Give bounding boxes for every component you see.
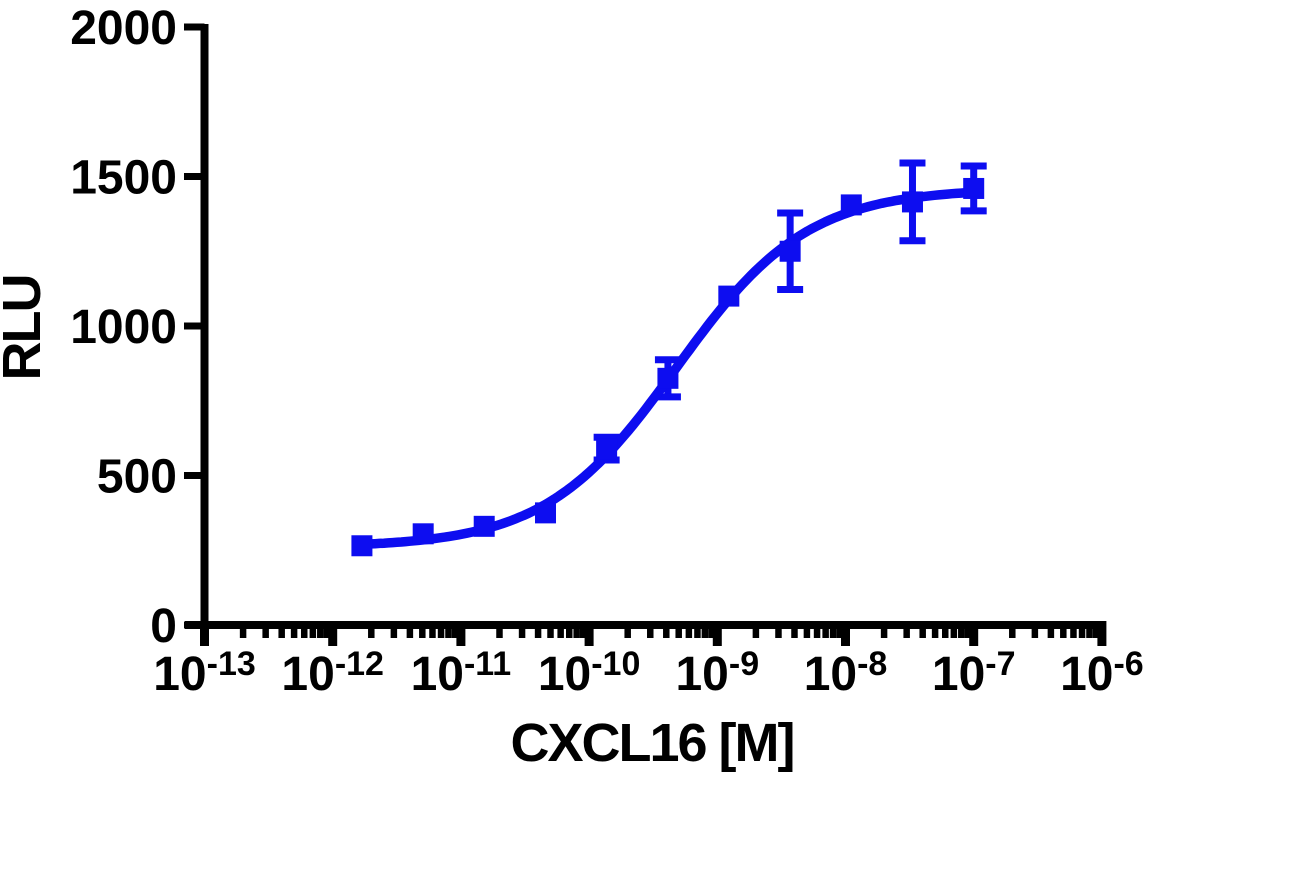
data-point-marker bbox=[901, 191, 923, 213]
data-point-marker bbox=[535, 502, 557, 524]
error-bars-group bbox=[593, 159, 987, 464]
x-tick-label: 10-9 bbox=[675, 645, 759, 701]
data-point-marker bbox=[779, 240, 801, 262]
y-tick-label: 0 bbox=[150, 600, 177, 653]
data-point-marker bbox=[473, 515, 495, 537]
x-tick-label: 10-6 bbox=[1060, 645, 1144, 701]
data-points-group bbox=[351, 177, 985, 557]
data-point-marker bbox=[718, 285, 740, 307]
data-point-marker bbox=[351, 535, 373, 557]
y-tick-label: 500 bbox=[97, 451, 177, 504]
y-axis-title: RLU bbox=[0, 275, 52, 381]
axes-group bbox=[184, 23, 1107, 646]
y-tick-label: 1000 bbox=[70, 301, 177, 354]
x-tick-label: 10-8 bbox=[804, 645, 888, 701]
data-point-marker bbox=[412, 523, 434, 545]
data-point-marker bbox=[963, 177, 985, 199]
x-axis-title: CXCL16 [M] bbox=[510, 713, 795, 773]
data-point-marker bbox=[657, 367, 679, 389]
x-tick-label: 10-10 bbox=[538, 645, 641, 701]
tick-labels-group: 0 500 1000 1500 2000 10-13 10-12 10-11 10-10 10-9… bbox=[70, 2, 1143, 701]
data-point-marker bbox=[840, 194, 862, 216]
x-tick-label: 10-7 bbox=[932, 645, 1016, 701]
x-tick-label: 10-13 bbox=[153, 645, 256, 701]
data-point-marker bbox=[596, 438, 618, 460]
x-tick-label: 10-12 bbox=[281, 645, 384, 701]
y-tick-label: 1500 bbox=[70, 152, 177, 205]
y-tick-label: 2000 bbox=[70, 2, 177, 55]
x-tick-label: 10-11 bbox=[411, 645, 512, 701]
